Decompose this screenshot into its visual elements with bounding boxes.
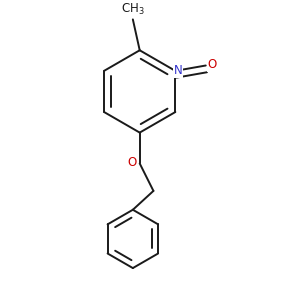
Text: O: O [207,58,217,71]
Text: N: N [174,64,182,77]
Text: CH$_3$: CH$_3$ [121,2,145,17]
Text: O: O [128,156,137,169]
